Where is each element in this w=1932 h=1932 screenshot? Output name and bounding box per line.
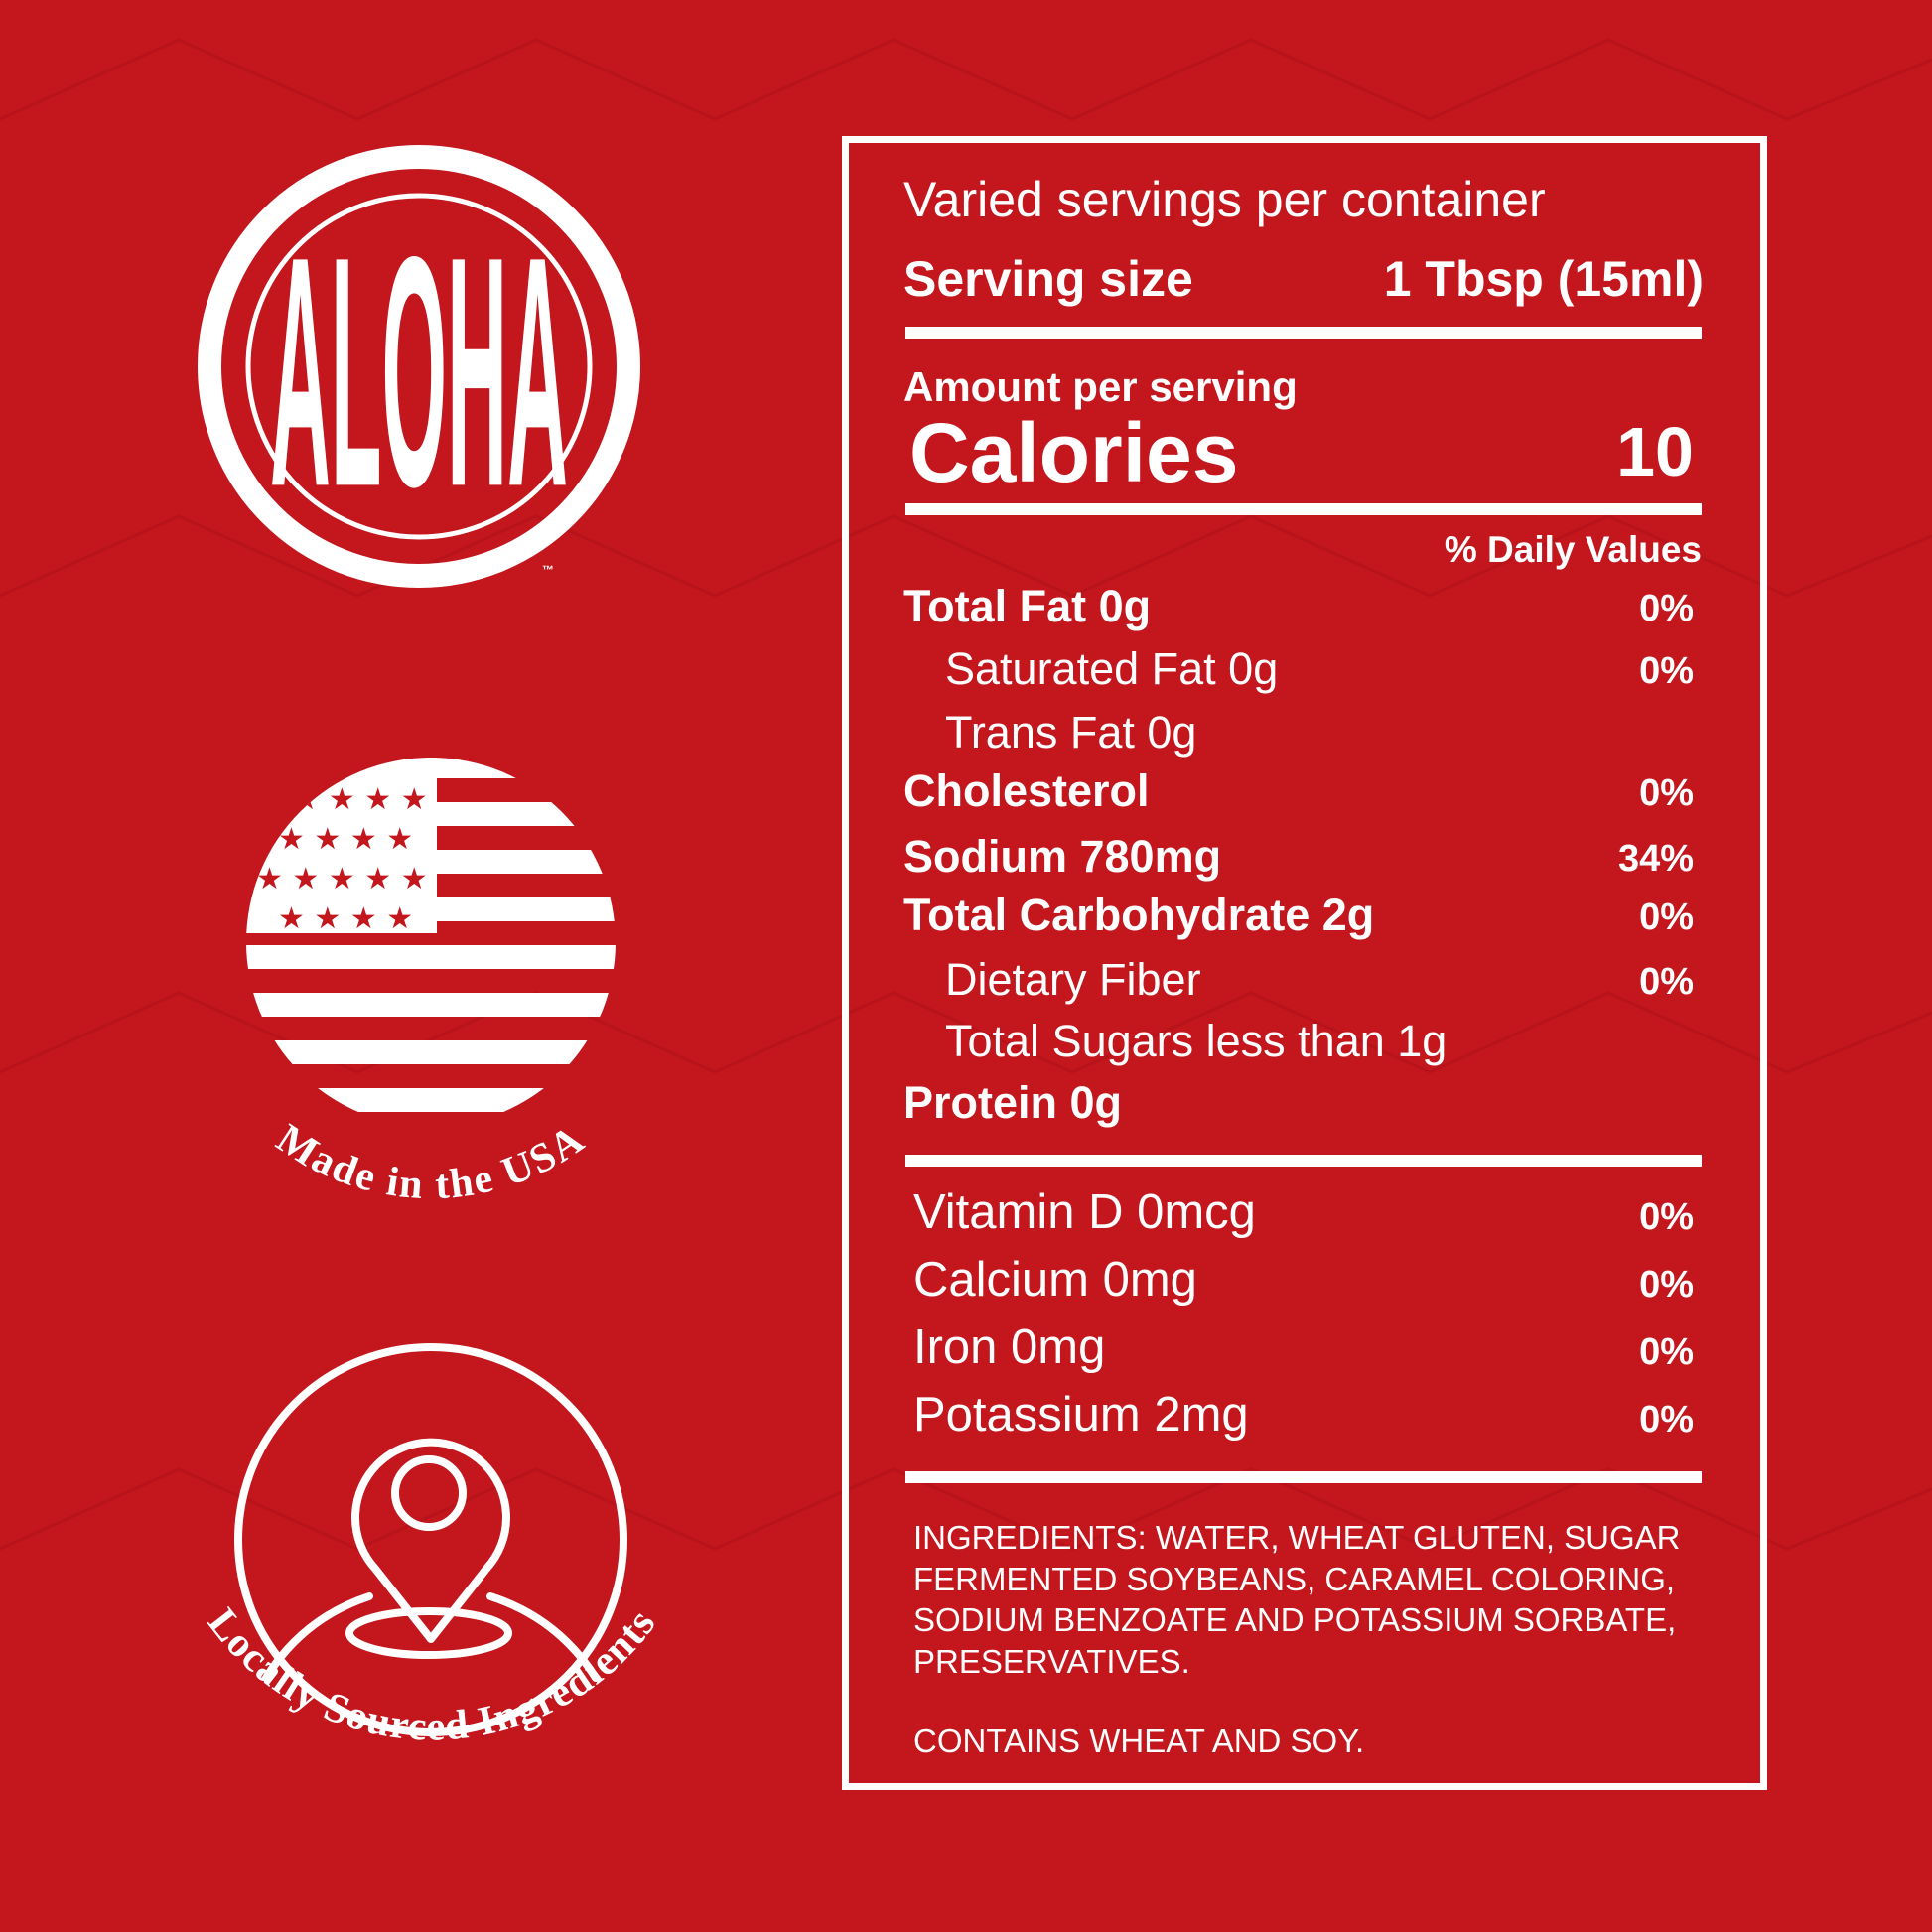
sub-nutrient-name: Saturated Fat 0g xyxy=(945,643,1279,694)
servings: Varied servings per container xyxy=(903,172,1546,227)
daily-value: 0% xyxy=(1639,772,1694,814)
vitamin-name: Calcium 0mg xyxy=(913,1253,1197,1307)
ingredients: INGREDIENTS: WATER, WHEAT GLUTEN, SUGAR … xyxy=(913,1519,1681,1680)
daily-value: 0% xyxy=(1639,961,1694,1003)
flag-icon: ★ ★ ★ ★ ★ ★ ★ ★ ★ ★ ★ ★ ★ ★ ★ ★ ★ ★ xyxy=(246,758,616,1112)
serving-size-label: Serving size xyxy=(903,251,1193,307)
amount-per-serving: Amount per serving xyxy=(903,363,1298,410)
logo-text: ALOHA xyxy=(270,190,568,555)
vitamin-name: Potassium 2mg xyxy=(913,1388,1249,1442)
daily-value: 0% xyxy=(1639,1264,1694,1306)
nutrient-name: Total Fat 0g xyxy=(903,581,1152,631)
sub-nutrient-name: Trans Fat 0g xyxy=(945,707,1197,758)
svg-text:★ ★ ★ ★ ★: ★ ★ ★ ★ ★ xyxy=(256,862,428,897)
daily-value: 0% xyxy=(1639,1196,1694,1238)
vitamin-name: Vitamin D 0mcg xyxy=(913,1185,1256,1239)
rule xyxy=(905,1471,1702,1483)
made-in-usa-path: Made in the USA xyxy=(268,1116,591,1208)
nutrition-panel xyxy=(842,136,1767,1790)
made-in-usa: Made in the USA xyxy=(268,1116,593,1208)
serving-size-value: 1 Tbsp (15ml) xyxy=(1383,251,1704,307)
sub-nutrient-name: Dietary Fiber xyxy=(945,954,1201,1005)
daily-value: 0% xyxy=(1639,1331,1694,1373)
calories-label: Calories xyxy=(909,406,1239,499)
calories-value: 10 xyxy=(1616,413,1694,490)
daily-value: 0% xyxy=(1639,1399,1694,1441)
daily-value: 0% xyxy=(1639,897,1694,938)
nutrient-name: Total Carbohydrate 2g xyxy=(903,890,1375,940)
rule xyxy=(905,327,1702,339)
nutrient-name: Sodium 780mg xyxy=(903,831,1222,882)
svg-text:★ ★ ★ ★: ★ ★ ★ ★ xyxy=(278,822,413,857)
rule xyxy=(905,1155,1702,1167)
aloha-logo: ALOHA ™ xyxy=(198,145,640,588)
daily-value: 0% xyxy=(1639,650,1694,692)
trademark: ™ xyxy=(542,563,554,577)
svg-text:★ ★ ★ ★ ★: ★ ★ ★ ★ ★ xyxy=(256,782,428,817)
location-icon xyxy=(234,1343,627,1736)
rule xyxy=(905,503,1702,515)
locally-sourced: Locally Sourced Ingredients xyxy=(199,1600,665,1750)
locally-sourced-path: Locally Sourced Ingredients xyxy=(199,1600,664,1750)
daily-value: 34% xyxy=(1617,838,1694,880)
svg-text:★ ★ ★ ★: ★ ★ ★ ★ xyxy=(278,901,413,936)
dv-header: % Daily Values xyxy=(1444,529,1702,570)
sub-nutrient-name: Total Sugars less than 1g xyxy=(945,1016,1448,1066)
nutrient-name: Cholesterol xyxy=(903,765,1150,816)
nutrient-name: Protein 0g xyxy=(903,1077,1123,1128)
allergens: CONTAINS WHEAT AND SOY. xyxy=(913,1723,1365,1759)
vitamin-name: Iron 0mg xyxy=(913,1320,1106,1374)
daily-value: 0% xyxy=(1639,588,1694,629)
